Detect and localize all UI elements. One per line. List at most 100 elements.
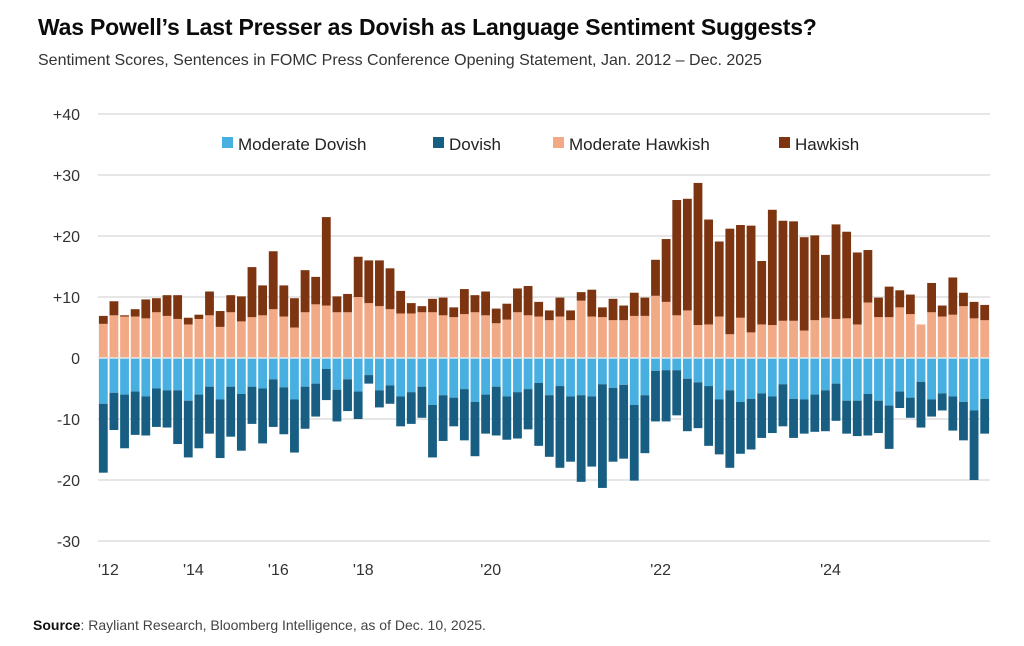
bar-dovish	[799, 399, 809, 434]
bar-moderate-dovish	[396, 358, 406, 397]
bar-hawkish	[120, 315, 129, 317]
bar-moderate-dovish	[895, 358, 905, 392]
bar-stack	[428, 298, 437, 458]
bar-moderate-hawkish	[587, 316, 597, 358]
bar-moderate-hawkish	[693, 325, 703, 358]
bar-dovish	[120, 394, 129, 449]
x-tick-label: '18	[353, 562, 374, 579]
bar-hawkish	[290, 298, 299, 328]
bar-stack	[470, 295, 480, 457]
bar-moderate-dovish	[969, 358, 979, 411]
bar-moderate-hawkish	[534, 316, 544, 358]
bar-stack	[183, 317, 193, 458]
bar-moderate-dovish	[268, 358, 278, 380]
bar-stack	[576, 292, 586, 482]
bar-hawkish	[438, 297, 448, 316]
bar-hawkish	[374, 260, 384, 307]
bar-hawkish	[895, 290, 905, 308]
bar-moderate-dovish	[428, 358, 437, 405]
bar-moderate-hawkish	[576, 300, 586, 358]
bar-dovish	[905, 397, 915, 418]
bar-stack	[141, 299, 151, 436]
bar-stack	[725, 228, 735, 468]
bar-stack	[937, 305, 947, 411]
bar-stack	[661, 239, 671, 422]
bar-moderate-dovish	[258, 358, 268, 389]
bar-stack	[290, 298, 299, 453]
bar-hawkish	[236, 296, 246, 322]
bar-moderate-hawkish	[491, 323, 501, 358]
bar-hawkish	[948, 277, 958, 315]
bar-moderate-hawkish	[778, 320, 788, 358]
bar-hawkish	[693, 182, 703, 326]
bar-moderate-hawkish	[215, 326, 225, 358]
bar-hawkish	[353, 256, 363, 297]
legend-item-dovish: Dovish	[433, 135, 501, 154]
bar-moderate-hawkish	[109, 315, 119, 358]
bar-stack	[162, 295, 172, 428]
bar-moderate-dovish	[661, 358, 671, 371]
bar-dovish	[725, 390, 735, 468]
bar-moderate-hawkish	[704, 324, 714, 358]
bar-dovish	[428, 404, 437, 458]
y-tick-label: +10	[53, 290, 80, 307]
bar-stack	[502, 303, 512, 440]
bar-hawkish	[417, 306, 427, 313]
bar-stack	[279, 285, 289, 435]
bar-moderate-hawkish	[725, 334, 735, 358]
bar-stack	[226, 295, 236, 437]
bar-dovish	[300, 386, 310, 429]
bar-moderate-hawkish	[842, 318, 852, 358]
bar-moderate-hawkish	[343, 312, 352, 358]
bar-moderate-hawkish	[332, 312, 342, 358]
y-tick-label: +20	[53, 229, 80, 246]
bar-stack	[810, 235, 820, 432]
bar-dovish	[183, 400, 193, 458]
bar-hawkish	[183, 317, 193, 325]
bar-dovish	[151, 388, 161, 427]
bar-stack	[778, 220, 788, 427]
bar-dovish	[226, 386, 236, 437]
bar-dovish	[555, 386, 565, 468]
bar-moderate-hawkish	[980, 320, 990, 358]
bar-hawkish	[406, 303, 416, 314]
bar-stack	[215, 311, 225, 459]
bar-moderate-dovish	[141, 358, 151, 397]
bar-hawkish	[481, 291, 491, 316]
bar-stack	[449, 307, 459, 427]
bar-moderate-dovish	[629, 358, 639, 405]
bar-dovish	[279, 387, 289, 435]
bar-dovish	[544, 395, 554, 457]
bar-stack	[353, 256, 363, 419]
bar-dovish	[810, 394, 820, 432]
bar-dovish	[576, 395, 586, 482]
bar-stack	[948, 277, 958, 431]
bar-stack	[120, 315, 129, 449]
legend-swatch-moderate-dovish	[222, 137, 233, 148]
bar-moderate-hawkish	[236, 321, 246, 358]
bar-stack	[682, 198, 692, 432]
bar-stack	[831, 224, 841, 421]
bar-dovish	[789, 398, 798, 438]
bar-stack	[969, 301, 979, 480]
bars	[98, 182, 990, 488]
bar-stack	[438, 297, 448, 441]
bar-stack	[98, 315, 108, 473]
bar-dovish	[438, 395, 448, 441]
bar-hawkish	[523, 286, 533, 316]
bar-moderate-hawkish	[799, 330, 809, 358]
bar-dovish	[778, 384, 788, 427]
bar-hawkish	[597, 307, 607, 318]
bar-moderate-dovish	[714, 358, 724, 400]
legend-swatch-moderate-hawkish	[553, 137, 564, 148]
bar-hawkish	[258, 285, 268, 316]
bar-dovish	[534, 383, 544, 446]
bar-moderate-hawkish	[852, 324, 862, 358]
bar-moderate-hawkish	[130, 316, 140, 358]
bar-moderate-hawkish	[428, 312, 437, 358]
bar-stack	[905, 294, 915, 418]
bar-stack	[597, 307, 607, 488]
bar-moderate-hawkish	[406, 313, 416, 358]
bar-stack	[247, 267, 257, 424]
